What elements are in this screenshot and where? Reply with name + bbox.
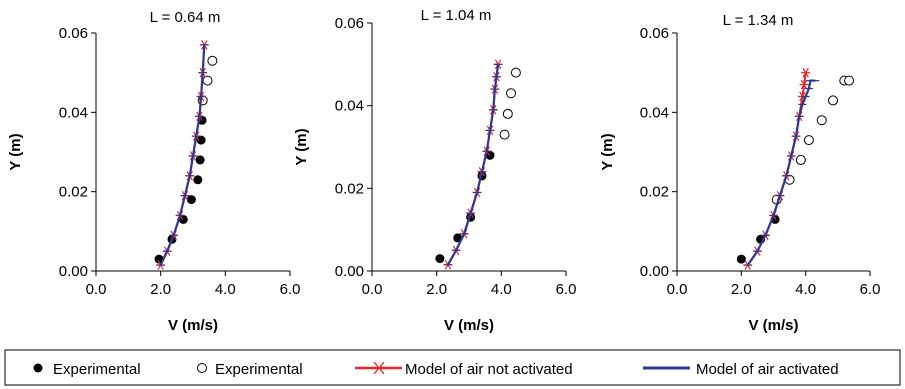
legend-box: [4, 349, 901, 386]
panel-2: 0.00 0.02 0.04 0.06 0.0 2.0 4.0 6.0 L = 1.04 m V …: [293, 7, 576, 334]
experimental-point-open: [510, 67, 521, 78]
y-tick-label: 0.02: [640, 184, 669, 201]
y-tick-label: 0.06: [59, 25, 88, 42]
panel-3: 0.00 0.02 0.04 0.06 0.0 2.0 4.0 6.0 L = 1.34 m V …: [599, 12, 880, 334]
experimental-point-open: [202, 75, 213, 86]
x-tick-label: 4.0: [795, 281, 816, 298]
legend: Experimental Experimental Model of air n…: [4, 349, 901, 386]
y-tick-label: 0.04: [640, 104, 669, 121]
y-tick-label: 0.02: [59, 184, 88, 201]
experimental-point-open: [844, 75, 855, 86]
asterisk-marker: [799, 79, 809, 90]
x-tick-label: 6.0: [860, 281, 881, 298]
plots-group: 0.00 0.02 0.04 0.06 0.0 2.0 4.0 6.0 L = 0.64 m V …: [7, 7, 880, 334]
legend-label: Experimental: [215, 361, 303, 378]
legend-label: Model of air activated: [696, 361, 839, 378]
y-tick-label: 0.00: [335, 263, 364, 280]
panel-title: L = 1.34 m: [723, 12, 794, 29]
y-tick-label: 0.00: [59, 263, 88, 280]
series-line-activated: [159, 44, 206, 266]
experimental-point-filled: [193, 175, 203, 185]
x-tick-label: 6.0: [280, 281, 301, 298]
y-axis-label: Y (m): [293, 128, 310, 165]
series-line-activated: [447, 64, 500, 266]
asterisk-stroke: [800, 79, 808, 90]
legend-marker-asterisk: [372, 361, 386, 375]
legend-label: Experimental: [53, 361, 141, 378]
legend-item-model-activated: Model of air activated: [643, 361, 839, 378]
y-tick-label: 0.06: [640, 25, 669, 42]
legend-marker-filled-circle: [33, 363, 43, 373]
experimental-point-filled: [435, 254, 445, 264]
legend-item-experimental-open: Experimental: [197, 361, 303, 378]
legend-label: Model of air not activated: [405, 361, 573, 378]
x-axis-label: V (m/s): [168, 317, 218, 334]
experimental-point-open: [506, 88, 517, 99]
experimental-point-open: [795, 154, 806, 165]
y-tick-label: 0.06: [335, 15, 364, 32]
legend-item-model-not-activated: Model of air not activated: [355, 361, 573, 378]
y-axis-label: Y (m): [7, 133, 24, 170]
series-line-not-activated: [159, 44, 206, 266]
y-tick-label: 0.04: [59, 104, 88, 121]
experimental-point-open: [207, 55, 218, 66]
asterisk-stroke: [802, 67, 809, 78]
x-tick-label: 2.0: [150, 281, 171, 298]
panel-1: 0.00 0.02 0.04 0.06 0.0 2.0 4.0 6.0 L = 0.64 m V …: [7, 9, 300, 334]
series-line-not-activated: [746, 72, 807, 266]
y-axis-label: Y (m): [599, 133, 616, 170]
x-tick-label: 2.0: [731, 281, 752, 298]
x-tick-label: 4.0: [215, 281, 236, 298]
series-line-activated: [746, 79, 816, 266]
experimental-point-open: [816, 115, 827, 126]
x-tick-label: 4.0: [491, 281, 512, 298]
panel-title: L = 0.64 m: [150, 9, 221, 26]
experimental-point-filled: [195, 155, 205, 165]
panel-title: L = 1.04 m: [421, 7, 492, 24]
experimental-point-open: [828, 95, 839, 106]
asterisk-marker: [801, 67, 811, 78]
x-tick-label: 6.0: [556, 281, 577, 298]
x-tick-label: 0.0: [667, 281, 688, 298]
experimental-point-filled: [186, 195, 196, 205]
y-tick-label: 0.00: [640, 263, 669, 280]
experimental-point-open: [803, 135, 814, 146]
experimental-point-filled: [196, 135, 206, 145]
y-tick-label: 0.02: [335, 180, 364, 197]
x-tick-label: 0.0: [362, 281, 383, 298]
legend-marker-open-circle: [197, 363, 207, 373]
x-axis-label: V (m/s): [444, 317, 494, 334]
x-tick-label: 2.0: [426, 281, 447, 298]
x-tick-label: 0.0: [86, 281, 107, 298]
y-tick-label: 0.04: [335, 98, 364, 115]
legend-item-experimental-filled: Experimental: [33, 361, 141, 378]
experimental-point-open: [499, 129, 510, 140]
x-axis-label: V (m/s): [748, 317, 798, 334]
experimental-point-open: [502, 108, 513, 119]
experimental-point-filled: [736, 254, 746, 264]
